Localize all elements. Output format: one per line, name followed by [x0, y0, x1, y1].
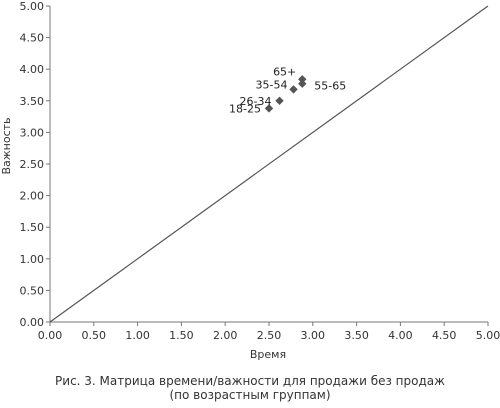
x-tick-label: 3.50 [344, 329, 369, 342]
tick-labels: 0.00 0.50 1.00 1.50 2.00 2.50 3.00 3.50 4.00 4.50… [20, 0, 500, 342]
x-tick-label: 4.50 [432, 329, 457, 342]
scatter-chart: 0.00 0.50 1.00 1.50 2.00 2.50 3.00 3.50 4.00 4.50… [0, 0, 500, 360]
y-axis-title: Важность [0, 117, 13, 174]
caption-line-2: (по возрастным группам) [169, 388, 331, 402]
point-marker-65+ [298, 75, 307, 84]
y-tick-label: 4.00 [20, 63, 45, 76]
reference-line [49, 5, 489, 323]
x-tick-label: 3.00 [301, 329, 326, 342]
diagonal-reference-line [49, 5, 489, 323]
point-label-18-25: 18-25 [229, 102, 261, 115]
y-tick-label: 1.50 [20, 221, 45, 234]
x-tick-label: 0.00 [38, 329, 63, 342]
y-tick-label: 2.00 [20, 190, 45, 203]
y-tick-label: 3.50 [20, 95, 45, 108]
point-label-65+: 65+ [273, 65, 296, 78]
x-tick-label: 0.50 [82, 329, 107, 342]
x-tick-label: 1.00 [125, 329, 150, 342]
y-tick-label: 4.50 [20, 32, 45, 45]
axes [46, 5, 489, 326]
caption-line-1: Рис. 3. Матрица времени/важности для про… [55, 374, 445, 388]
x-tick-label: 2.00 [213, 329, 238, 342]
x-tick-label: 2.50 [257, 329, 282, 342]
point-marker-35-54 [289, 85, 298, 94]
point-label-26-34: 26-34 [240, 95, 272, 108]
x-tick-label: 4.00 [388, 329, 413, 342]
y-tick-label: 3.00 [20, 126, 45, 139]
point-marker-55-65 [298, 79, 307, 88]
y-tick-label: 5.00 [20, 0, 45, 13]
figure-caption: Рис. 3. Матрица времени/важности для про… [0, 374, 500, 402]
y-tick-label: 1.00 [20, 253, 45, 266]
x-tick-label: 5.00 [476, 329, 500, 342]
point-marker-26-34 [275, 96, 284, 105]
y-tick-label: 0.00 [20, 316, 45, 329]
y-tick-label: 2.50 [20, 158, 45, 171]
point-marker-18-25 [264, 104, 274, 113]
x-axis-title: Время [250, 348, 286, 360]
x-tick-label: 1.50 [169, 329, 194, 342]
y-tick-label: 0.50 [20, 284, 45, 297]
point-label-55-65: 55-65 [314, 80, 346, 93]
point-label-35-54: 35-54 [256, 78, 288, 91]
